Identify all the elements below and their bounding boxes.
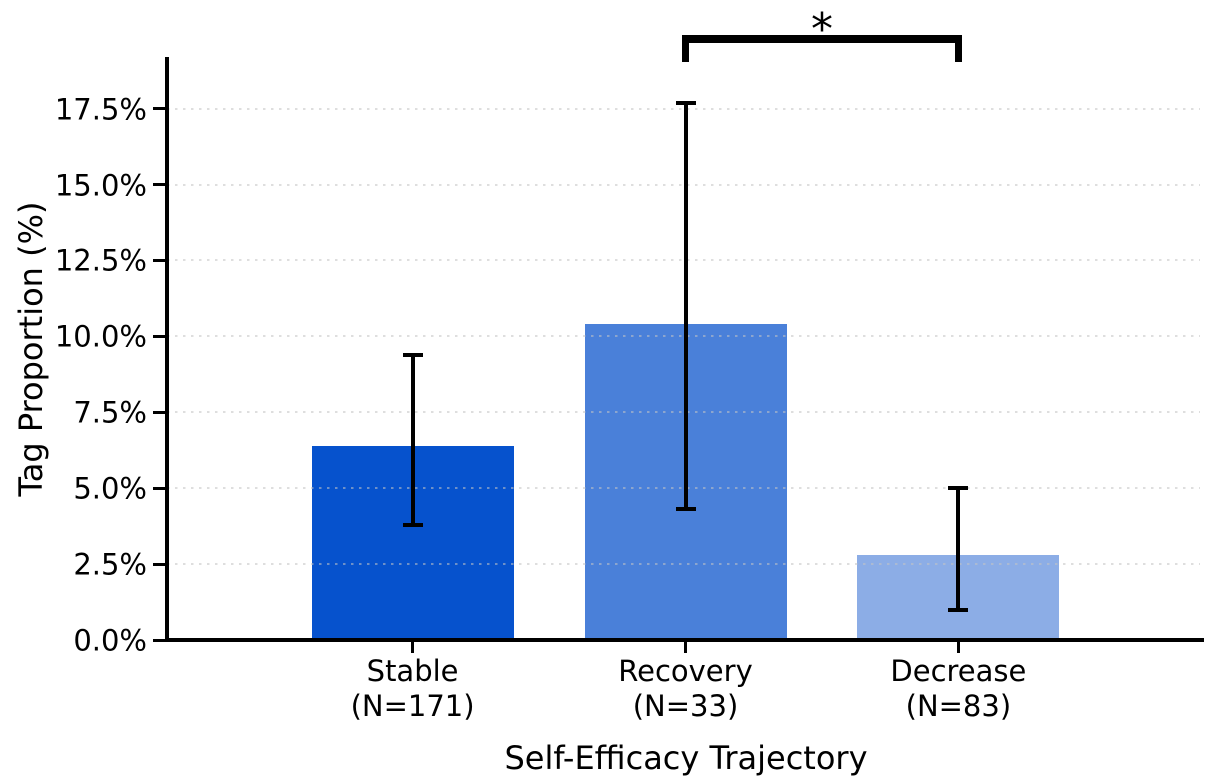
x-category-label: Decrease (N=83) bbox=[818, 654, 1098, 724]
error-bar-cap-top bbox=[402, 352, 423, 357]
category-name: Stable bbox=[366, 654, 459, 688]
y-tick-label: 0.0% bbox=[73, 623, 147, 658]
y-tick-mark bbox=[153, 258, 166, 262]
y-tick-mark bbox=[153, 486, 166, 490]
significance-bracket-right bbox=[954, 35, 962, 62]
error-bar-line bbox=[683, 102, 688, 510]
y-tick-label: 7.5% bbox=[73, 395, 147, 430]
y-tick-label: 5.0% bbox=[73, 471, 147, 506]
category-n-count: (N=33) bbox=[632, 689, 739, 723]
category-n-count: (N=83) bbox=[905, 689, 1012, 723]
y-tick-label: 10.0% bbox=[54, 319, 147, 354]
error-bar-line bbox=[410, 354, 415, 525]
y-tick-mark bbox=[153, 562, 166, 566]
y-tick-label: 15.0% bbox=[54, 168, 147, 203]
y-tick-mark bbox=[153, 410, 166, 414]
y-tick-mark bbox=[153, 183, 166, 187]
y-tick-label: 12.5% bbox=[54, 243, 147, 278]
x-axis-title: Self-Efficacy Trajectory bbox=[504, 739, 868, 777]
significance-bracket-top bbox=[682, 35, 962, 43]
error-bar-cap-bottom bbox=[402, 522, 423, 527]
y-tick-label: 17.5% bbox=[54, 92, 147, 127]
y-tick-label: 2.5% bbox=[73, 547, 147, 582]
x-tick-mark bbox=[411, 641, 415, 653]
x-category-label: Recovery (N=33) bbox=[546, 654, 826, 724]
error-bar-cap-bottom bbox=[948, 607, 969, 612]
significance-label: * bbox=[810, 4, 833, 55]
y-tick-mark bbox=[153, 107, 166, 111]
error-bar-line bbox=[956, 488, 961, 610]
y-tick-mark bbox=[153, 334, 166, 338]
gridline bbox=[167, 563, 1200, 566]
error-bar-cap-top bbox=[948, 486, 969, 491]
x-tick-mark bbox=[956, 641, 960, 653]
significance-bracket-left bbox=[682, 35, 689, 62]
error-bar-cap-bottom bbox=[675, 507, 696, 512]
category-name: Decrease bbox=[890, 654, 1027, 688]
error-bar-cap-top bbox=[675, 100, 696, 105]
y-tick-mark bbox=[153, 638, 166, 642]
category-name: Recovery bbox=[618, 654, 753, 688]
y-axis-spine bbox=[165, 57, 169, 642]
x-axis-spine bbox=[165, 638, 1204, 642]
category-n-count: (N=171) bbox=[350, 689, 475, 723]
x-category-label: Stable (N=171) bbox=[273, 654, 553, 724]
x-tick-mark bbox=[684, 641, 687, 653]
